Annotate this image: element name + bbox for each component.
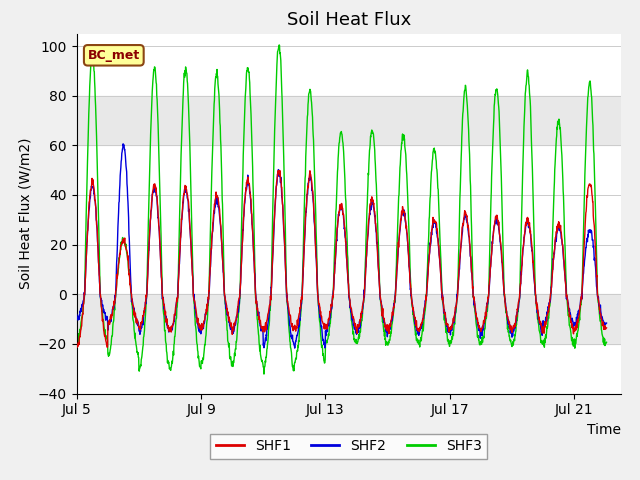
Title: Soil Heat Flux: Soil Heat Flux <box>287 11 411 29</box>
Legend: SHF1, SHF2, SHF3: SHF1, SHF2, SHF3 <box>210 433 488 459</box>
Bar <box>77 294 621 344</box>
X-axis label: Time: Time <box>587 423 621 437</box>
Bar <box>77 96 621 145</box>
Text: BC_met: BC_met <box>88 49 140 62</box>
Y-axis label: Soil Heat Flux (W/m2): Soil Heat Flux (W/m2) <box>19 138 33 289</box>
